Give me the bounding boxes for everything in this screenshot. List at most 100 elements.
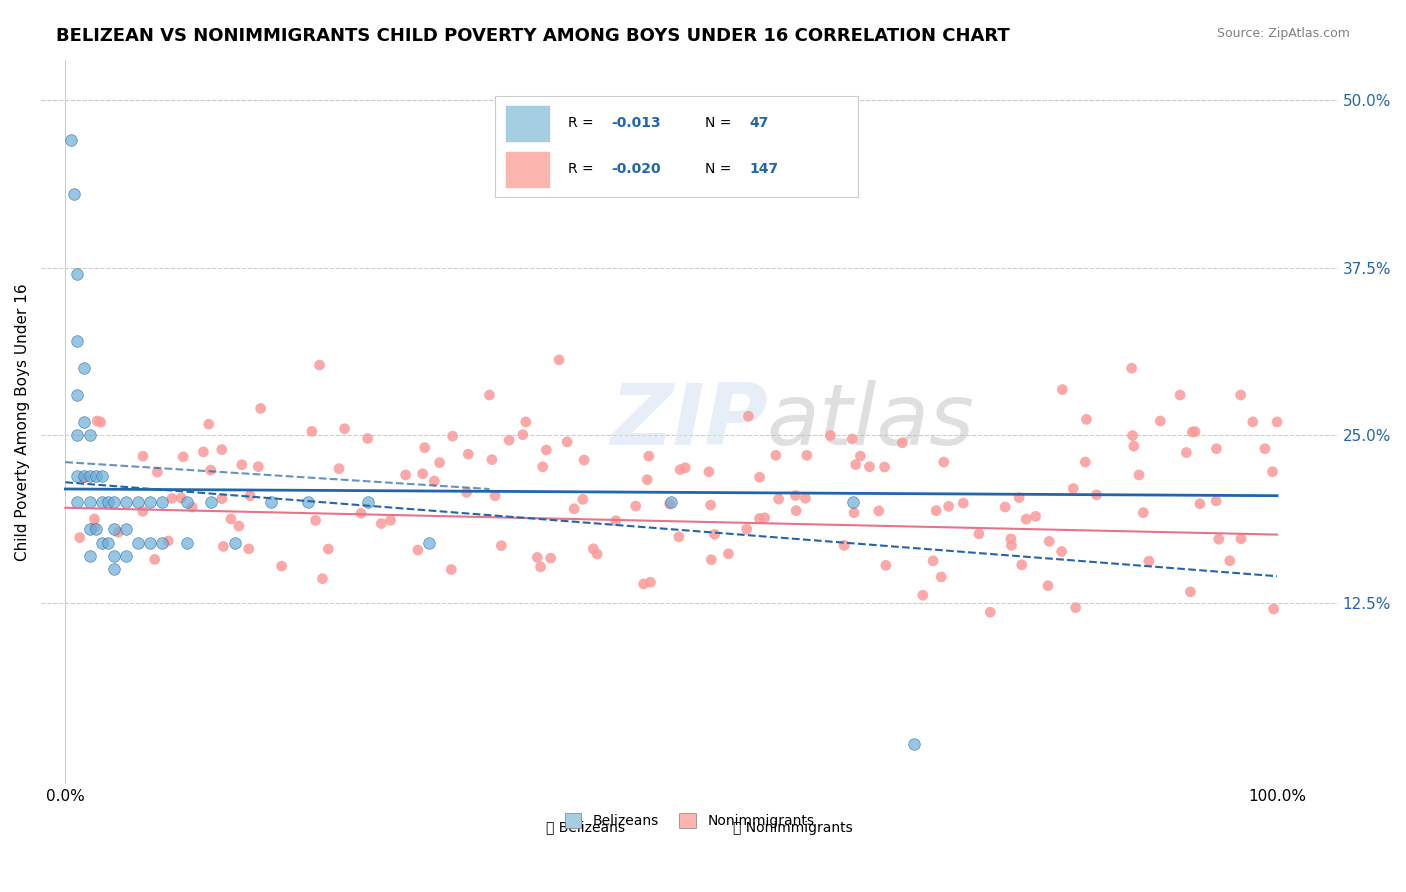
Point: [370, 516, 392, 531]
Point: [357, 432, 380, 446]
Point: [1261, 465, 1284, 479]
Point: [115, 495, 138, 509]
Point: [395, 467, 418, 482]
Point: [157, 534, 180, 549]
Point: [139, 535, 162, 549]
Point: [925, 504, 948, 518]
Point: [79, 549, 101, 563]
Point: [531, 459, 554, 474]
Point: [301, 425, 323, 439]
Point: [768, 492, 790, 507]
Point: [380, 513, 402, 527]
Point: [938, 500, 960, 514]
Point: [624, 499, 647, 513]
Point: [1263, 602, 1285, 616]
Point: [481, 452, 503, 467]
Point: [1229, 388, 1251, 402]
Point: [69, 531, 91, 545]
Point: [238, 541, 260, 556]
Point: [1121, 361, 1143, 376]
Point: [97, 495, 120, 509]
Point: [103, 522, 125, 536]
Point: [90, 535, 112, 549]
Point: [1205, 442, 1227, 456]
Point: [1241, 415, 1264, 429]
Point: [498, 433, 520, 447]
Point: [139, 495, 162, 509]
Point: [967, 527, 990, 541]
Point: [103, 562, 125, 576]
Point: [1122, 428, 1144, 442]
Point: [875, 558, 897, 573]
Point: [1265, 415, 1288, 429]
Point: [146, 465, 169, 479]
Point: [1085, 488, 1108, 502]
Point: [86, 414, 108, 428]
Point: [197, 417, 219, 431]
Point: [440, 563, 463, 577]
Point: [873, 460, 896, 475]
Point: [1038, 534, 1060, 549]
Point: [1132, 506, 1154, 520]
Point: [127, 535, 149, 549]
Point: [952, 496, 974, 510]
Point: [1122, 439, 1144, 453]
Point: [170, 491, 193, 505]
Point: [1149, 414, 1171, 428]
Point: [1181, 425, 1204, 439]
Point: [633, 577, 655, 591]
Point: [794, 491, 817, 506]
Text: ZIP: ZIP: [610, 380, 768, 464]
Point: [211, 491, 233, 506]
Point: [193, 445, 215, 459]
Text: Source: ZipAtlas.com: Source: ZipAtlas.com: [1216, 27, 1350, 40]
Point: [586, 547, 609, 561]
Point: [929, 570, 952, 584]
Point: [84, 468, 107, 483]
Point: [536, 443, 558, 458]
Point: [103, 495, 125, 509]
Point: [572, 453, 595, 467]
Point: [845, 458, 868, 472]
Point: [515, 415, 537, 429]
Point: [658, 497, 681, 511]
Point: [83, 512, 105, 526]
Point: [66, 334, 89, 349]
Point: [412, 467, 434, 481]
Point: [1208, 532, 1230, 546]
Point: [932, 455, 955, 469]
Point: [700, 552, 723, 566]
Point: [83, 520, 105, 534]
Point: [640, 575, 662, 590]
Point: [668, 530, 690, 544]
Point: [1015, 512, 1038, 526]
Point: [132, 504, 155, 518]
Point: [785, 503, 807, 517]
Point: [1025, 509, 1047, 524]
Point: [659, 495, 682, 509]
Point: [820, 428, 842, 442]
Point: [1205, 494, 1227, 508]
Point: [172, 450, 194, 464]
Point: [456, 485, 478, 500]
Point: [84, 522, 107, 536]
Point: [228, 519, 250, 533]
Point: [115, 549, 138, 563]
Point: [304, 513, 326, 527]
Point: [1184, 425, 1206, 439]
Point: [224, 535, 246, 549]
Point: [582, 541, 605, 556]
Point: [1254, 442, 1277, 456]
Point: [911, 588, 934, 602]
Point: [754, 511, 776, 525]
Point: [1011, 558, 1033, 572]
Point: [555, 434, 578, 449]
Point: [1000, 532, 1022, 546]
Point: [150, 535, 173, 549]
Point: [79, 495, 101, 509]
Point: [765, 448, 787, 462]
Point: [703, 527, 725, 541]
Point: [1050, 544, 1073, 558]
Point: [260, 495, 283, 509]
Point: [132, 449, 155, 463]
